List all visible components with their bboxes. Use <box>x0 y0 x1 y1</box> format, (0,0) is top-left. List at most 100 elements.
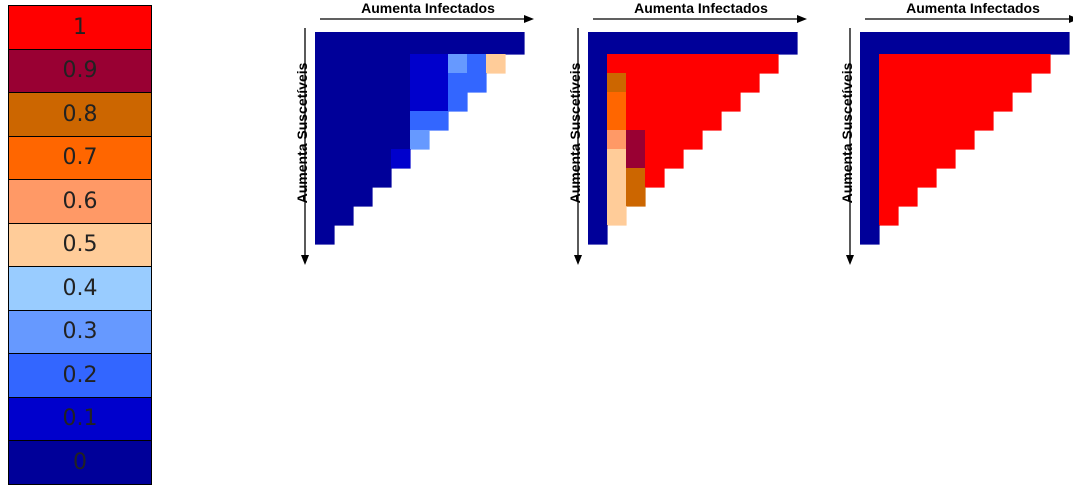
heatmap-cell <box>391 130 411 150</box>
heatmap-cell <box>334 73 354 93</box>
heatmap-cell <box>917 54 937 74</box>
heatmap-cell <box>410 111 430 131</box>
heatmap-cell <box>898 149 918 169</box>
heatmap-cell <box>588 187 608 207</box>
heatmap-cell <box>391 54 411 74</box>
heatmap-cell <box>955 130 975 150</box>
legend-cell: 0.8 <box>8 92 152 137</box>
heatmap-cell <box>683 130 703 150</box>
heatmap-cell <box>860 54 880 74</box>
heatmap-cell <box>1031 32 1051 55</box>
heatmap-cell <box>759 54 779 74</box>
heatmap-cell <box>410 92 430 112</box>
heatmap-cell <box>334 130 354 150</box>
heatmap-cell <box>626 73 646 93</box>
heatmap-cell <box>315 187 335 207</box>
heatmap-cell <box>353 130 373 150</box>
heatmap-cell <box>626 149 646 169</box>
heatmap-cell <box>879 32 899 55</box>
heatmap-cell <box>626 187 646 207</box>
heatmap-cell <box>898 168 918 188</box>
heatmap-cell <box>353 111 373 131</box>
heatmap-cell <box>664 73 684 93</box>
heatmap-cell <box>486 32 506 55</box>
heatmap-cell <box>702 111 722 131</box>
heatmap-cell <box>974 111 994 131</box>
heatmap-cell <box>664 54 684 74</box>
heatmap-cell <box>879 187 899 207</box>
x-axis-label: Aumenta Infectados <box>906 0 1040 16</box>
heatmap-cell <box>353 54 373 74</box>
heatmap-cell <box>410 130 430 150</box>
heatmap-cell <box>955 92 975 112</box>
heatmap-cell <box>879 54 899 74</box>
heatmap-cell <box>993 73 1013 93</box>
heatmap-cell <box>372 54 392 74</box>
heatmap-cell <box>721 32 741 55</box>
heatmap-cell <box>353 168 373 188</box>
heatmap-cell <box>917 149 937 169</box>
heatmap-cell <box>993 32 1013 55</box>
heatmap-cell <box>334 32 354 55</box>
heatmap-cell <box>372 32 392 55</box>
heatmap-cell <box>391 92 411 112</box>
heatmap-cell <box>334 168 354 188</box>
heatmap-cell <box>1012 73 1032 93</box>
heatmap-cell <box>759 32 779 55</box>
heatmap-cell <box>879 206 899 226</box>
heatmap-cell <box>898 54 918 74</box>
heatmap-cell <box>683 54 703 74</box>
heatmap-cell <box>448 73 468 93</box>
color-legend: 1 0.9 0.8 0.7 0.6 0.5 0.4 0.3 0.2 0.1 0 <box>8 5 152 485</box>
heatmap-cell <box>626 92 646 112</box>
heatmap-cell <box>702 73 722 93</box>
heatmap-cell <box>879 73 899 93</box>
heatmap-cell <box>974 92 994 112</box>
heatmap-cell <box>588 225 608 245</box>
heatmap-cell <box>372 92 392 112</box>
heatmap-cell <box>879 111 899 131</box>
heatmap-cell <box>607 168 627 188</box>
heatmap-cell <box>936 92 956 112</box>
heatmap-cell <box>664 149 684 169</box>
heatmap-cell <box>626 168 646 188</box>
heatmap-cell <box>607 130 627 150</box>
heatmap-cell <box>334 111 354 131</box>
heatmap-cell <box>936 73 956 93</box>
heatmap-cell <box>936 111 956 131</box>
heatmap-cell <box>645 32 665 55</box>
heatmap-cell <box>588 130 608 150</box>
heatmap-cell <box>429 111 449 131</box>
heatmap-cell <box>607 206 627 226</box>
heatmap-cell <box>879 130 899 150</box>
heatmap-cell <box>353 92 373 112</box>
heatmap-cell <box>645 54 665 74</box>
legend-cell: 0 <box>8 440 152 485</box>
legend-cell: 0.2 <box>8 353 152 398</box>
heatmap-cell <box>315 225 335 245</box>
heatmap-cell <box>974 73 994 93</box>
heatmap-cell <box>334 149 354 169</box>
heatmap-cell <box>860 225 880 245</box>
heatmap-cell <box>664 130 684 150</box>
heatmap-cell <box>860 149 880 169</box>
heatmap-cell <box>372 149 392 169</box>
y-axis-arrowhead <box>846 255 854 265</box>
heatmap-cell <box>626 54 646 74</box>
heatmap-cell <box>860 92 880 112</box>
heatmap-cell <box>879 92 899 112</box>
heatmap-cell <box>898 92 918 112</box>
heatmap-cell <box>410 32 430 55</box>
x-axis-arrowhead <box>797 15 807 23</box>
heatmap-cell <box>664 111 684 131</box>
heatmap-cell <box>607 149 627 169</box>
heatmap-cell <box>607 92 627 112</box>
x-axis-label: Aumenta Infectados <box>634 0 768 16</box>
legend-cell: 0.4 <box>8 266 152 311</box>
heatmap-grid <box>574 15 807 265</box>
heatmap-cell <box>702 32 722 55</box>
heatmap-cell <box>429 32 449 55</box>
heatmap-cell <box>353 187 373 207</box>
heatmap-cell <box>334 92 354 112</box>
legend-cell: 0.6 <box>8 179 152 224</box>
